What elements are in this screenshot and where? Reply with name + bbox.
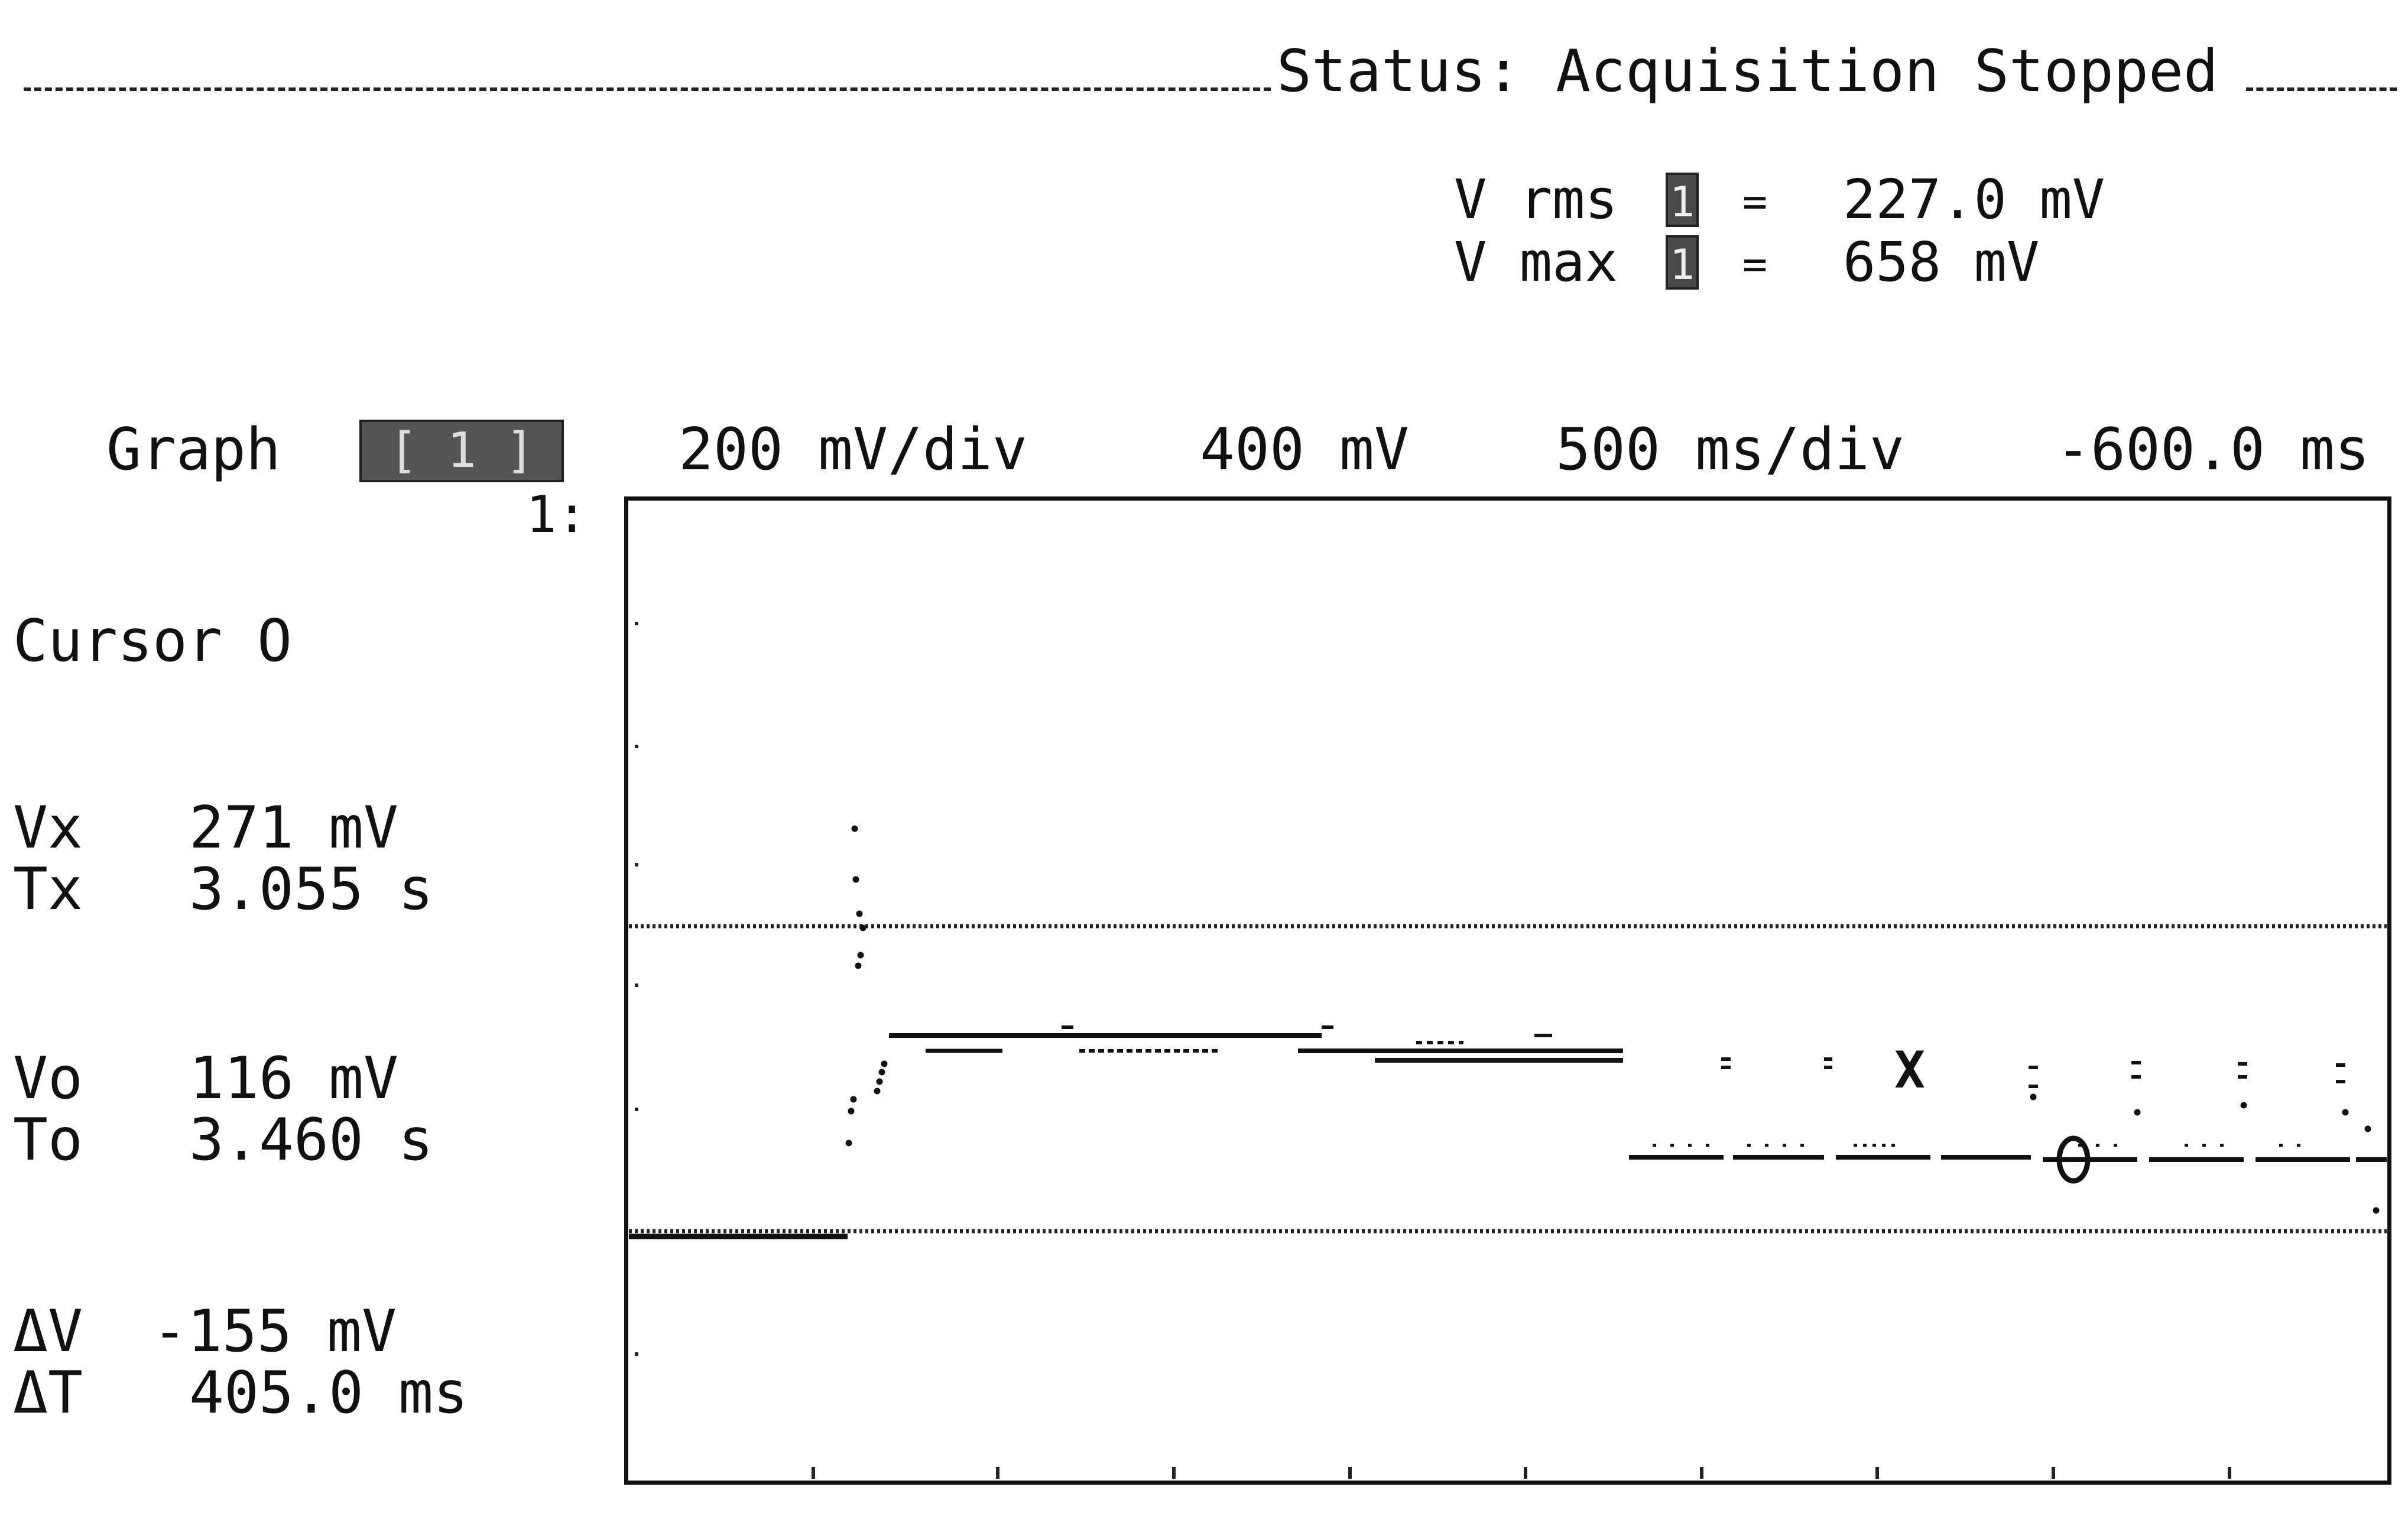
vo-value: 116 mV — [189, 1045, 399, 1112]
delta-v-value: -155 mV — [152, 1298, 397, 1365]
vrms-equals: = — [1742, 177, 1768, 226]
vmax-channel-box[interactable]: 1 — [1666, 235, 1699, 290]
vo-label: Vo — [13, 1045, 83, 1112]
channel-marker: 1: — [526, 485, 588, 544]
vmax-value: 658 mV — [1843, 231, 2040, 294]
time-per-div[interactable]: 500 ms/div — [1556, 416, 1905, 483]
volts-per-div[interactable]: 200 mV/div — [679, 416, 1028, 483]
to-value: 3.460 s — [189, 1106, 434, 1174]
cursor-x-marker[interactable]: X — [1894, 1041, 1925, 1100]
delta-t-value: 405.0 ms — [189, 1359, 469, 1427]
delta-t-label: ΔT — [13, 1359, 83, 1427]
status-line: Status: Acquisition Stopped — [1277, 43, 2218, 100]
bottom-graticule-ticks — [812, 1467, 2231, 1479]
status-divider-right — [2246, 87, 2397, 91]
cursor-o-marker[interactable] — [2056, 1135, 2091, 1184]
waveform-trace — [629, 825, 2387, 1239]
vertical-offset[interactable]: 400 mV — [1200, 416, 1410, 483]
trigger-delay[interactable]: -600.0 ms — [2056, 416, 2370, 483]
status-value: Acquisition Stopped — [1556, 38, 2219, 105]
left-graticule-ticks — [635, 622, 638, 1356]
vrms-label: V rms — [1454, 168, 1618, 231]
vmax-label: V max — [1454, 231, 1618, 294]
vmax-equals: = — [1742, 240, 1768, 288]
graph-label: Graph — [106, 416, 281, 483]
vrms-channel-box[interactable]: 1 — [1666, 173, 1699, 227]
vx-label: Vx — [13, 794, 83, 862]
to-label: To — [13, 1106, 83, 1174]
status-divider-left — [24, 87, 1271, 91]
vx-value: 271 mV — [189, 794, 399, 862]
tx-label: Tx — [13, 856, 83, 923]
status-label: Status: — [1277, 38, 1521, 105]
cursor-title[interactable]: Cursor O — [13, 608, 293, 675]
waveform-display[interactable]: X — [624, 496, 2391, 1485]
vrms-value: 227.0 mV — [1843, 168, 2105, 231]
delta-v-label: ΔV — [13, 1298, 83, 1365]
tx-value: 3.055 s — [189, 856, 434, 923]
graph-frame[interactable] — [624, 496, 2391, 1485]
graph-selector[interactable]: [ 1 ] — [359, 420, 564, 482]
